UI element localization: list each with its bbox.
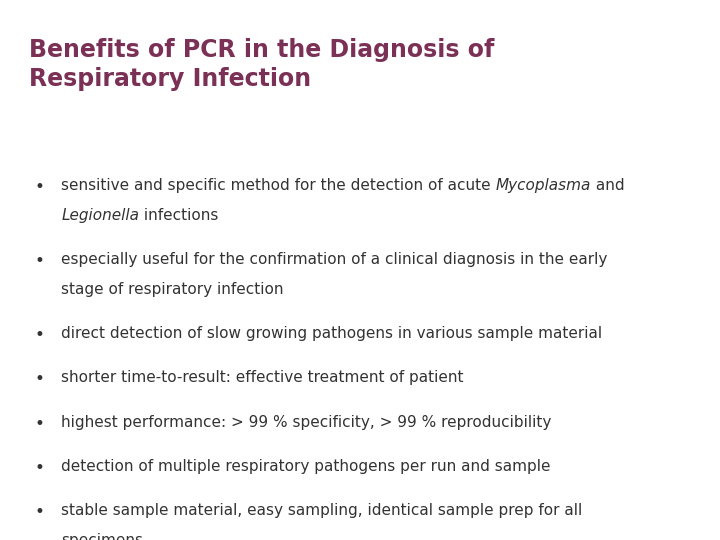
Text: direct detection of slow growing pathogens in various sample material: direct detection of slow growing pathoge…: [61, 326, 603, 341]
Text: especially useful for the confirmation of a clinical diagnosis in the early: especially useful for the confirmation o…: [61, 252, 608, 267]
Text: •: •: [35, 459, 45, 477]
Text: Mycoplasma: Mycoplasma: [495, 178, 591, 193]
Text: stage of respiratory infection: stage of respiratory infection: [61, 282, 284, 297]
Text: Legionella: Legionella: [61, 208, 139, 223]
Text: specimens: specimens: [61, 533, 143, 540]
Text: and: and: [591, 178, 625, 193]
Text: •: •: [35, 503, 45, 521]
Text: highest performance: > 99 % specificity, > 99 % reproducibility: highest performance: > 99 % specificity,…: [61, 415, 552, 430]
Text: Benefits of PCR in the Diagnosis of
Respiratory Infection: Benefits of PCR in the Diagnosis of Resp…: [29, 38, 494, 91]
Text: •: •: [35, 326, 45, 344]
Text: •: •: [35, 178, 45, 196]
Text: •: •: [35, 370, 45, 388]
Text: infections: infections: [139, 208, 219, 223]
Text: detection of multiple respiratory pathogens per run and sample: detection of multiple respiratory pathog…: [61, 459, 551, 474]
Text: •: •: [35, 415, 45, 433]
Text: stable sample material, easy sampling, identical sample prep for all: stable sample material, easy sampling, i…: [61, 503, 582, 518]
Text: •: •: [35, 252, 45, 270]
Text: shorter time-to-result: effective treatment of patient: shorter time-to-result: effective treatm…: [61, 370, 464, 386]
Text: sensitive and specific method for the detection of acute: sensitive and specific method for the de…: [61, 178, 495, 193]
